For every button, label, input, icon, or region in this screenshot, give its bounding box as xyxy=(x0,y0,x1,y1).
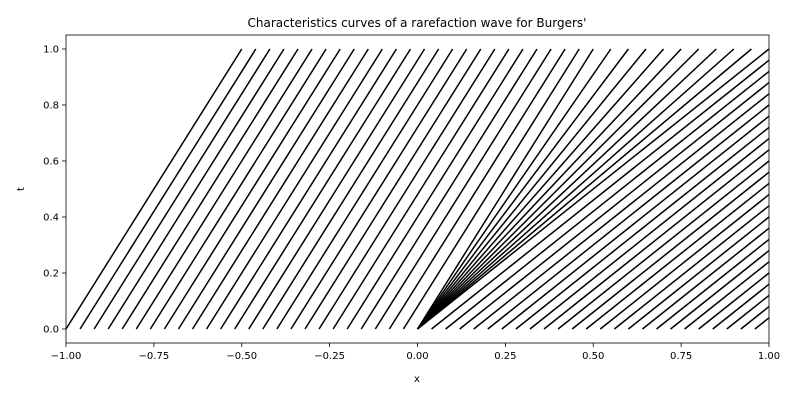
left-characteristic-line xyxy=(220,48,398,330)
fan-characteristic-line xyxy=(416,48,594,330)
left-characteristic-line xyxy=(318,48,496,330)
x-tick-label: 0.00 xyxy=(406,351,428,362)
left-characteristic-line xyxy=(163,48,341,330)
right-characteristic-line xyxy=(445,70,769,330)
right-characteristic-line xyxy=(431,59,769,330)
characteristic-lines xyxy=(66,48,769,330)
left-characteristic-line xyxy=(177,48,355,330)
left-characteristic-line xyxy=(121,48,299,330)
right-characteristic-line xyxy=(557,160,769,330)
y-tick-label: 1.0 xyxy=(43,45,59,56)
left-characteristic-line xyxy=(66,48,243,330)
y-tick-label: 0.0 xyxy=(43,325,59,336)
fan-characteristic-line xyxy=(417,48,752,330)
y-tick-label: 0.6 xyxy=(43,157,59,168)
x-tick-label: −0.75 xyxy=(139,351,170,362)
fan-characteristic-line xyxy=(416,48,717,330)
left-characteristic-line xyxy=(79,48,257,330)
y-tick-label: 0.4 xyxy=(43,213,59,224)
right-characteristic-line xyxy=(627,216,769,330)
left-characteristic-line xyxy=(346,48,524,330)
left-characteristic-line xyxy=(93,48,271,330)
left-characteristic-line xyxy=(248,48,426,330)
y-axis-ticks: 0.0 0.2 0.4 0.6 0.8 1.0 xyxy=(43,45,66,336)
left-characteristic-line xyxy=(135,48,313,330)
right-characteristic-line xyxy=(599,193,769,330)
right-characteristic-line xyxy=(459,81,769,330)
right-characteristic-line xyxy=(529,137,769,330)
left-characteristic-line xyxy=(191,48,369,330)
y-tick-label: 0.8 xyxy=(43,101,59,112)
fan-characteristic-line xyxy=(416,48,665,330)
right-characteristic-line xyxy=(641,227,769,330)
right-characteristic-line xyxy=(670,249,769,330)
chart-title: Characteristics curves of a rarefaction … xyxy=(248,16,587,30)
right-characteristic-line xyxy=(613,204,769,330)
right-characteristic-line xyxy=(712,283,769,330)
left-characteristic-line xyxy=(360,48,538,330)
left-characteristic-line xyxy=(290,48,468,330)
right-characteristic-line xyxy=(684,260,769,330)
right-characteristic-line xyxy=(501,115,769,330)
fan-characteristic-line xyxy=(417,48,769,330)
left-characteristic-line xyxy=(262,48,440,330)
left-characteristic-line xyxy=(402,48,580,330)
left-characteristic-line xyxy=(234,48,412,330)
right-characteristic-line xyxy=(698,272,769,330)
x-tick-label: −0.25 xyxy=(314,351,345,362)
x-tick-label: 1.00 xyxy=(758,351,780,362)
y-tick-label: 0.2 xyxy=(43,269,59,280)
x-tick-label: 0.50 xyxy=(582,351,604,362)
fan-characteristic-line xyxy=(416,48,682,330)
right-characteristic-line xyxy=(473,92,769,330)
fan-characteristic-line xyxy=(416,48,612,330)
x-tick-label: −1.00 xyxy=(51,351,82,362)
left-characteristic-line xyxy=(304,48,482,330)
right-characteristic-line xyxy=(740,305,769,330)
x-tick-label: 0.75 xyxy=(670,351,692,362)
left-characteristic-line xyxy=(107,48,285,330)
fan-characteristic-line xyxy=(416,48,629,330)
fan-characteristic-line xyxy=(417,48,735,330)
x-tick-label: −0.50 xyxy=(226,351,257,362)
left-characteristic-line xyxy=(332,48,510,330)
x-axis-ticks: −1.00 −0.75 −0.50 −0.25 0.00 0.25 0.50 0.75 1.00 xyxy=(51,343,780,362)
left-characteristic-line xyxy=(276,48,454,330)
y-axis-label: t xyxy=(16,187,27,191)
left-characteristic-line xyxy=(205,48,383,330)
fan-characteristic-line xyxy=(416,48,700,330)
left-characteristic-line xyxy=(388,48,566,330)
right-characteristic-line xyxy=(585,182,769,330)
fan-characteristic-line xyxy=(416,48,647,330)
left-characteristic-line xyxy=(149,48,327,330)
right-characteristic-line xyxy=(656,238,769,330)
left-characteristic-line xyxy=(374,48,552,330)
right-characteristic-line xyxy=(571,171,769,330)
right-characteristic-line xyxy=(487,104,769,330)
x-tick-label: 0.25 xyxy=(494,351,516,362)
right-characteristic-line xyxy=(515,126,769,330)
right-characteristic-line xyxy=(543,148,769,330)
x-axis-label: x xyxy=(414,374,420,385)
